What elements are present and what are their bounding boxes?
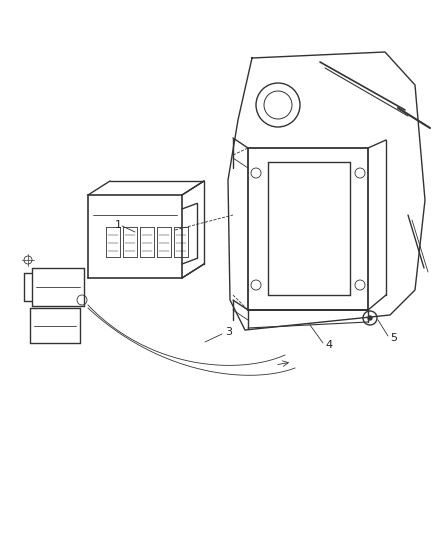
Circle shape	[367, 316, 371, 320]
Text: 5: 5	[389, 333, 396, 343]
Text: 1: 1	[115, 220, 122, 230]
Text: 3: 3	[225, 327, 231, 337]
Text: 4: 4	[324, 340, 332, 350]
